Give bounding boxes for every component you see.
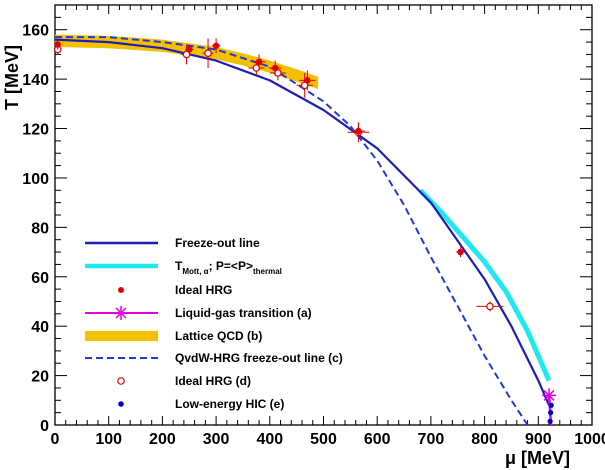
y-tick-label: 0 bbox=[40, 418, 49, 435]
y-tick-label: 80 bbox=[31, 220, 49, 237]
mott-line bbox=[418, 188, 552, 382]
y-tick-label: 100 bbox=[22, 171, 49, 188]
freeze-out-line bbox=[54, 38, 551, 406]
ideal-hrg-d-point bbox=[252, 64, 261, 72]
ideal-hrg-point bbox=[355, 127, 362, 135]
x-tick-label: 0 bbox=[51, 431, 60, 448]
legend-ideal-hrg-d-swatch bbox=[117, 377, 125, 385]
x-tick-label: 900 bbox=[525, 431, 552, 448]
legend-liquid-gas-swatch bbox=[85, 306, 158, 320]
ideal-hrg-point bbox=[304, 77, 311, 84]
legend-mott-label: TMott, α; P=<P>thermal bbox=[175, 259, 282, 276]
x-axis-label: μ [MeV] bbox=[505, 448, 570, 468]
ideal-hrg-d-point bbox=[204, 49, 212, 57]
x-tick-label: 200 bbox=[149, 431, 176, 448]
legend-qvdw-label: QvdW-HRG freeze-out line (c) bbox=[175, 351, 343, 365]
y-axis-label: T [MeV] bbox=[2, 45, 22, 110]
y-tick-label: 60 bbox=[31, 270, 49, 287]
low-energy-hic-point bbox=[548, 402, 554, 408]
legend-hic-swatch bbox=[118, 401, 124, 407]
ideal-hrg-d-point bbox=[300, 81, 309, 90]
legend-ideal-hrg-swatch bbox=[118, 287, 124, 293]
legend-freeze-out-line-label: Freeze-out line bbox=[175, 236, 260, 250]
y-tick-label: 40 bbox=[31, 319, 49, 336]
x-tick-label: 700 bbox=[418, 431, 445, 448]
legend-ideal-hrg-label: Ideal HRG bbox=[175, 283, 232, 297]
y-tick-label: 120 bbox=[22, 122, 49, 139]
ideal-hrg-point bbox=[457, 248, 464, 256]
x-tick-label: 400 bbox=[256, 431, 283, 448]
y-tick-label: 160 bbox=[22, 23, 49, 40]
ideal-hrg-d-point bbox=[486, 302, 494, 311]
y-tick-label: 20 bbox=[31, 369, 49, 386]
liquid-gas-star bbox=[542, 388, 557, 403]
x-tick-label: 500 bbox=[310, 431, 337, 448]
lattice-qcd-band bbox=[55, 34, 319, 89]
x-tick-label: 800 bbox=[471, 431, 498, 448]
low-energy-hic-point bbox=[548, 410, 554, 416]
low-energy-hic-point bbox=[547, 418, 553, 424]
data-series bbox=[53, 34, 557, 426]
ideal-hrg-d-point bbox=[274, 69, 282, 77]
legend-ideal-hrg-d-label: Ideal HRG (d) bbox=[175, 374, 251, 388]
ideal-hrg-point bbox=[54, 41, 61, 48]
qvdw-freeze-out-line bbox=[55, 36, 529, 426]
legend-liquid-gas-label: Liquid-gas transition (a) bbox=[175, 306, 312, 320]
x-tick-label: 600 bbox=[364, 431, 391, 448]
y-tick-label: 140 bbox=[22, 72, 49, 89]
legend: Freeze-out line TMott, α; P=<P>thermal I… bbox=[85, 236, 343, 411]
legend-lattice-label: Lattice QCD (b) bbox=[175, 329, 262, 343]
x-tick-label: 100 bbox=[95, 431, 122, 448]
ideal-hrg-d-point bbox=[182, 50, 191, 59]
legend-lattice-swatch bbox=[85, 331, 158, 341]
ideal-hrg-point bbox=[186, 46, 193, 53]
ideal-hrg-point bbox=[255, 58, 263, 66]
legend-hic-label: Low-energy HIC (e) bbox=[175, 397, 284, 411]
ideal-hrg-point bbox=[212, 42, 220, 49]
x-tick-label: 300 bbox=[203, 431, 230, 448]
ideal-hrg-point bbox=[271, 64, 279, 72]
